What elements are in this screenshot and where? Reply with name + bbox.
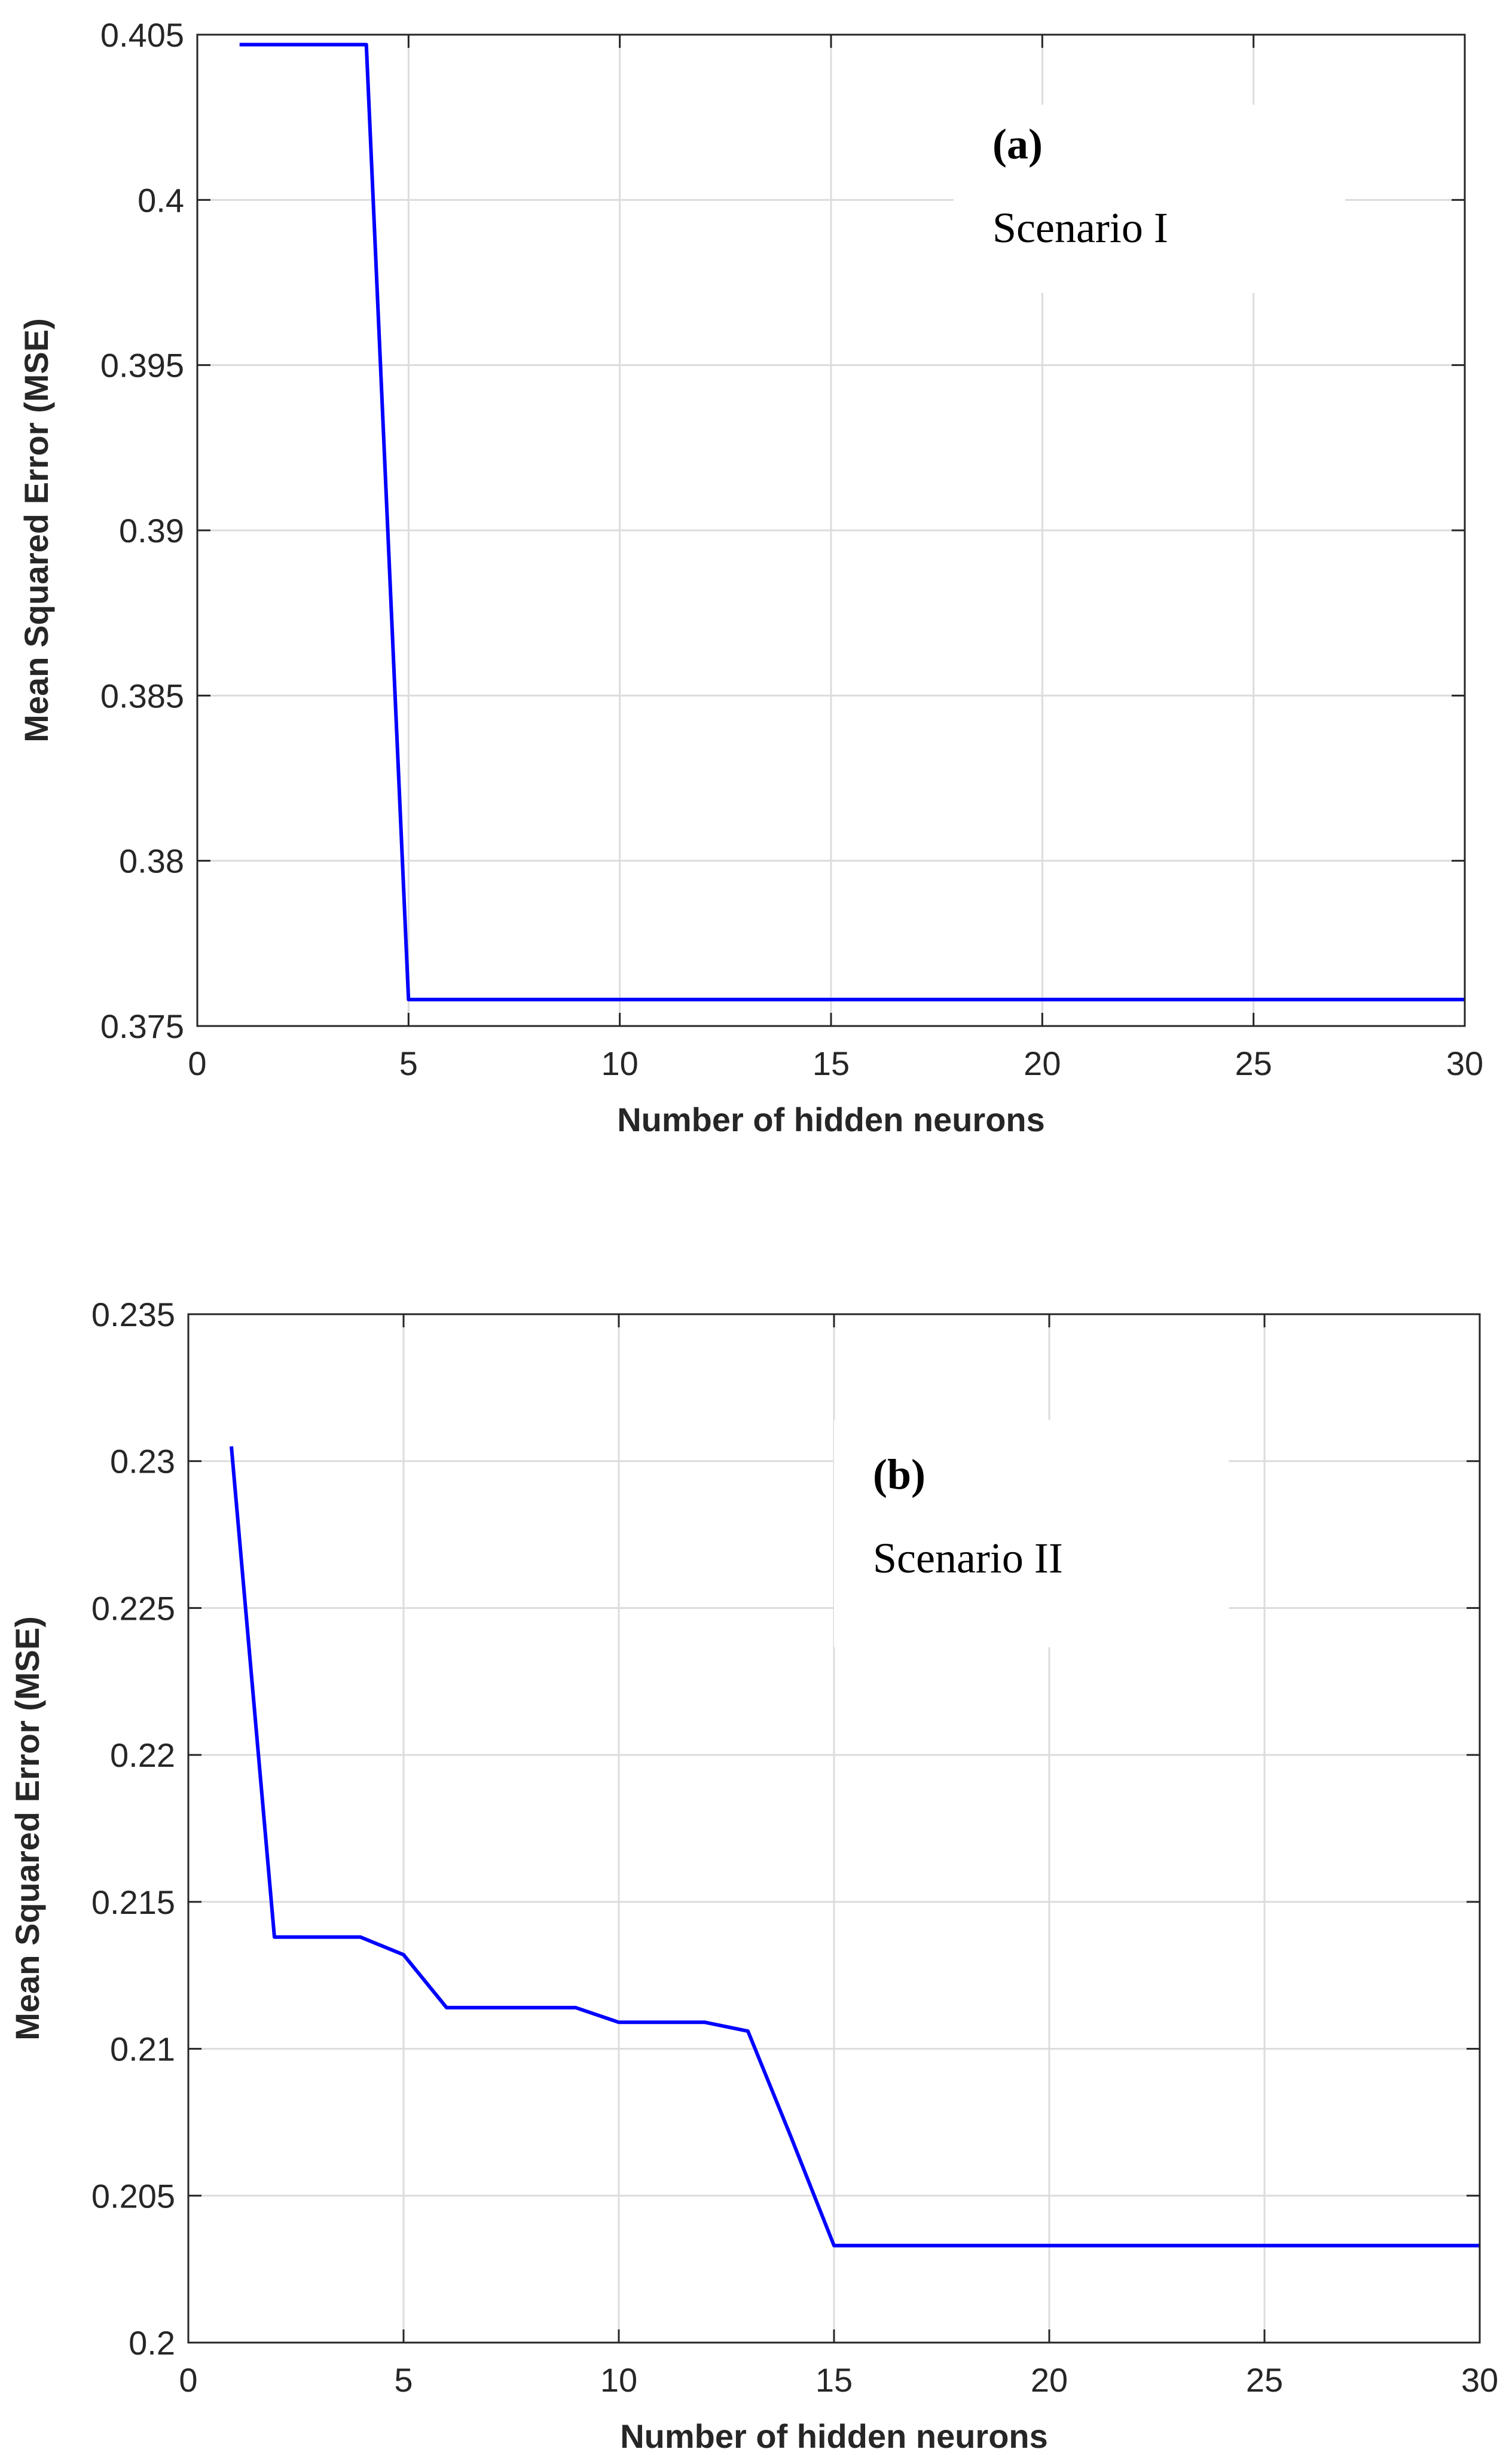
x-tick-label: 25	[1235, 1045, 1272, 1082]
x-tick-label: 5	[394, 2361, 413, 2399]
x-tick-label: 0	[179, 2361, 197, 2399]
y-tick-label: 0.215	[91, 1883, 175, 1921]
y-tick-label: 0.205	[91, 2177, 175, 2215]
x-tick-label: 20	[1024, 1045, 1061, 1082]
y-tick-label: 0.38	[119, 842, 184, 880]
x-tick-label: 0	[188, 1045, 206, 1082]
y-tick-label: 0.2	[129, 2324, 175, 2362]
y-tick-label: 0.395	[100, 347, 184, 384]
y-tick-label: 0.375	[100, 1007, 184, 1045]
annotation-box	[834, 1420, 1229, 1647]
y-tick-label: 0.385	[100, 677, 184, 714]
y-tick-label: 0.22	[110, 1736, 175, 1774]
y-axis-label: Mean Squared Error (MSE)	[8, 1616, 46, 2040]
y-tick-label: 0.225	[91, 1589, 175, 1627]
x-axis-label: Number of hidden neurons	[620, 2417, 1048, 2455]
x-tick-label: 30	[1446, 1045, 1483, 1082]
scenario-label: Scenario II	[873, 1534, 1063, 1582]
y-tick-label: 0.235	[91, 1296, 175, 1333]
chart-a: (a) Scenario I 0 5 10 15 20 25 30 0.375 0.38 0.385 0…	[17, 16, 1483, 1138]
x-tick-label: 30	[1461, 2361, 1498, 2399]
x-tick-label: 15	[815, 2361, 853, 2399]
x-tick-label: 10	[600, 2361, 637, 2399]
chart-b: (b) Scenario II 0 5 10 15 20 25 30 0.2 0.205 0.21 0.…	[8, 1296, 1498, 2455]
y-tick-label: 0.4	[138, 181, 184, 219]
annotation-box	[954, 105, 1345, 293]
y-tick-label: 0.23	[110, 1443, 175, 1480]
y-axis-label: Mean Squared Error (MSE)	[17, 318, 55, 742]
x-tick-label: 15	[812, 1045, 850, 1082]
scenario-label: Scenario I	[992, 204, 1168, 252]
x-tick-label: 5	[399, 1045, 418, 1082]
series-line	[230, 1446, 1480, 2248]
x-tick-label: 20	[1031, 2361, 1068, 2399]
y-tick-label: 0.39	[119, 512, 184, 549]
x-tick-label: 25	[1246, 2361, 1283, 2399]
x-tick-label: 10	[601, 1045, 639, 1082]
y-tick-label: 0.405	[100, 16, 184, 54]
series-line	[239, 42, 1465, 1001]
x-axis-label: Number of hidden neurons	[617, 1101, 1045, 1138]
panel-label: (b)	[873, 1451, 925, 1498]
y-tick-label: 0.21	[110, 2030, 175, 2068]
panel-label: (a)	[992, 120, 1043, 168]
